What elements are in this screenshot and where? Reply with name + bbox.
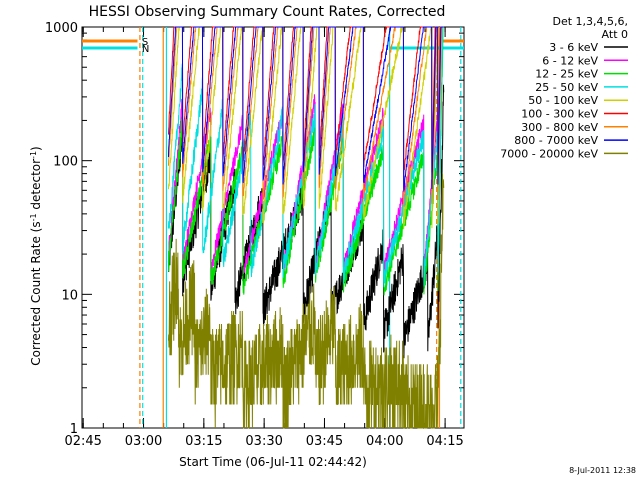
- legend-label: 7000 - 20000 keV: [500, 147, 598, 160]
- y-tick-label: 1: [70, 422, 78, 437]
- x-tick-label: 03:30: [245, 434, 282, 449]
- y-tick-label: 1000: [45, 21, 78, 36]
- y-tick-label: 10: [61, 288, 78, 303]
- legend-header-line-2: Att 0: [602, 28, 628, 41]
- legend-header-line-1: Det 1,3,4,5,6,: [552, 15, 628, 28]
- series-line: [167, 26, 444, 288]
- plot-area: 1 10 100 1000 02:45 03:00 03:15 03:30 03:45 04:00…: [45, 21, 465, 449]
- series-line: [167, 173, 445, 429]
- flag-label: S: [142, 37, 148, 48]
- timestamp: 8-Jul-2011 12:38: [569, 466, 636, 475]
- legend-label: 100 - 300 keV: [521, 108, 598, 121]
- legend-label: 300 - 800 keV: [521, 121, 598, 134]
- legend-label: 12 - 25 keV: [535, 68, 598, 81]
- legend-label: 25 - 50 keV: [535, 81, 598, 94]
- x-tick-label: 03:15: [185, 434, 222, 449]
- x-axis-label: Start Time (06-Jul-11 02:44:42): [179, 455, 367, 469]
- x-tick-label: 03:00: [125, 434, 162, 449]
- x-tick-label: 04:00: [366, 434, 403, 449]
- plot-frame: [81, 26, 465, 429]
- y-tick-label: 100: [53, 155, 78, 170]
- x-tick-label: 03:45: [306, 434, 343, 449]
- series-line: [167, 26, 444, 192]
- legend-label: 50 - 100 keV: [528, 94, 598, 107]
- chart-title: HESSI Observing Summary Count Rates, Cor…: [89, 4, 446, 20]
- legend-label: 3 - 6 keV: [549, 41, 598, 54]
- x-tick-label: 04:15: [426, 434, 463, 449]
- x-tick-label: 02:45: [64, 434, 101, 449]
- y-axis-label: Corrected Count Rate (s-1 detector-1): [29, 146, 44, 365]
- legend-label: 800 - 7000 keV: [514, 134, 598, 147]
- series-line: [167, 26, 444, 229]
- legend-label: 6 - 12 keV: [542, 54, 598, 67]
- series-line: [167, 84, 445, 359]
- flag-label: N: [142, 44, 149, 55]
